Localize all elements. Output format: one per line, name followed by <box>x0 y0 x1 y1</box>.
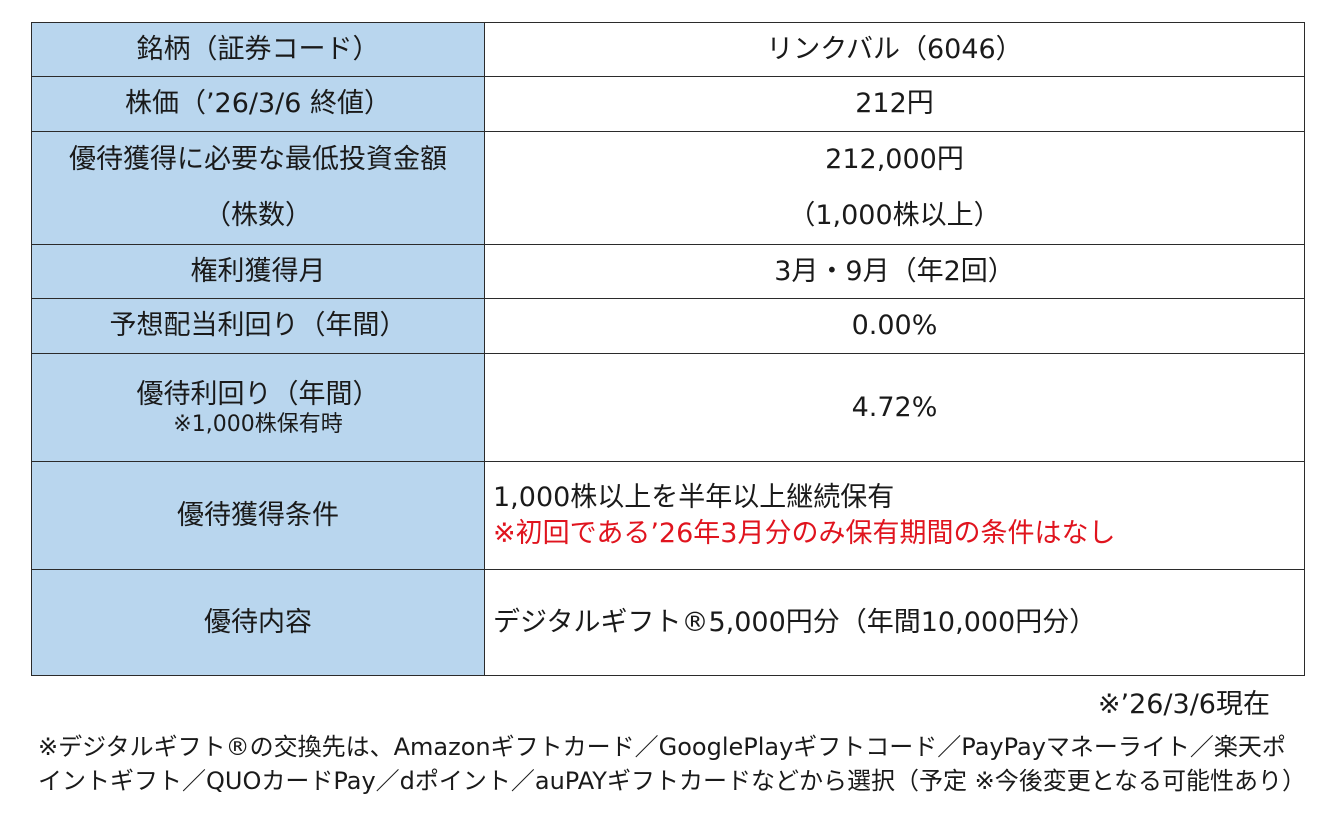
row-label-stock-name: 銘柄（証券コード） <box>31 22 485 77</box>
row-label-rights-month: 権利獲得月 <box>31 244 485 299</box>
table-row: 株価（’26/3/6 終値） 212円 <box>31 76 1305 132</box>
benefit-yield-label: 優待利回り（年間） <box>136 378 380 410</box>
min-investment-label-line2: （株数） <box>204 200 312 231</box>
footnote: ※デジタルギフト®の交換先は、Amazonギフトカード／GooglePlayギフ… <box>38 733 1306 795</box>
row-value-dividend-yield: 0.00% <box>484 298 1305 354</box>
row-value-conditions: 1,000株以上を半年以上継続保有 ※初回である’26年3月分のみ保有期間の条件… <box>484 461 1305 570</box>
row-label-min-investment: 優待獲得に必要な最低投資金額 （株数） <box>31 131 485 245</box>
row-value-rights-month: 3月・9月（年2回） <box>484 244 1305 299</box>
row-label-benefit-yield: 優待利回り（年間） ※1,000株保有時 <box>31 353 485 462</box>
table-row: 優待獲得に必要な最低投資金額 （株数） 212,000円 （1,000株以上） <box>31 131 1305 245</box>
row-value-stock-name: リンクバル（6046） <box>484 22 1305 77</box>
row-label-dividend-yield: 予想配当利回り（年間） <box>31 298 485 354</box>
row-label-price: 株価（’26/3/6 終値） <box>31 76 485 132</box>
conditions-exception: ※初回である’26年3月分のみ保有期間の条件はなし <box>493 517 1116 549</box>
row-label-conditions: 優待獲得条件 <box>31 461 485 570</box>
table-row: 銘柄（証券コード） リンクバル（6046） <box>31 22 1305 77</box>
row-value-benefit-content: デジタルギフト®5,000円分（年間10,000円分） <box>484 569 1305 676</box>
stock-benefit-table: 銘柄（証券コード） リンクバル（6046） 株価（’26/3/6 終値） 212… <box>31 22 1305 676</box>
conditions-main: 1,000株以上を半年以上継続保有 <box>493 482 895 514</box>
min-investment-amount: 212,000円 <box>825 144 964 175</box>
table-row: 予想配当利回り（年間） 0.00% <box>31 298 1305 354</box>
row-value-benefit-yield: 4.72% <box>484 353 1305 462</box>
as-of-date: ※’26/3/6現在 <box>1097 689 1270 720</box>
benefit-yield-note: ※1,000株保有時 <box>173 411 343 437</box>
row-value-price: 212円 <box>484 76 1305 132</box>
table-row: 優待獲得条件 1,000株以上を半年以上継続保有 ※初回である’26年3月分のみ… <box>31 461 1305 570</box>
table-row: 権利獲得月 3月・9月（年2回） <box>31 244 1305 299</box>
row-label-benefit-content: 優待内容 <box>31 569 485 676</box>
row-value-min-investment: 212,000円 （1,000株以上） <box>484 131 1305 245</box>
table-row: 優待内容 デジタルギフト®5,000円分（年間10,000円分） <box>31 569 1305 676</box>
min-investment-shares: （1,000株以上） <box>788 200 1001 231</box>
min-investment-label-line1: 優待獲得に必要な最低投資金額 <box>69 144 447 175</box>
table-row: 優待利回り（年間） ※1,000株保有時 4.72% <box>31 353 1305 462</box>
